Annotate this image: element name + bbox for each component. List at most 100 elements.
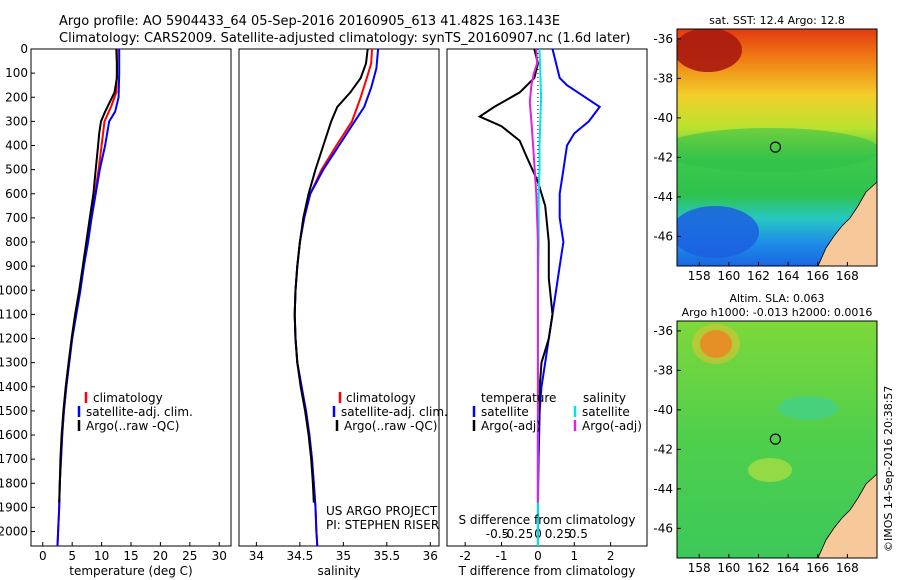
x-tick-label: 35 bbox=[336, 549, 351, 563]
s-diff-tick-label: 0.5 bbox=[569, 527, 588, 541]
legend-label-argo: Argo(..raw -QC) bbox=[344, 419, 437, 433]
lon-tick-label: 164 bbox=[777, 561, 800, 575]
series-line-salinity-argo-adj- bbox=[528, 48, 539, 503]
depth-tick-label: 1600 bbox=[0, 428, 28, 442]
series-line-climatology bbox=[293, 48, 373, 547]
x-tick-label: 10 bbox=[94, 549, 109, 563]
depth-tick-label: 1500 bbox=[0, 404, 28, 418]
lon-tick-label: 158 bbox=[688, 269, 711, 283]
series-line-argo-raw-qc- bbox=[58, 48, 118, 503]
lon-tick-label: 158 bbox=[688, 561, 711, 575]
depth-tick-label: 800 bbox=[5, 235, 28, 249]
depth-tick-label: 600 bbox=[5, 187, 28, 201]
lon-tick-label: 168 bbox=[836, 561, 859, 575]
legend-label-climatology: climatology bbox=[346, 391, 416, 405]
header-line-1: Argo profile: AO 5904433_64 05-Sep-2016 … bbox=[59, 14, 560, 29]
legend-label-satellite: satellite-adj. clim. bbox=[86, 405, 193, 419]
depth-tick-label: 700 bbox=[5, 211, 28, 225]
depth-tick-label: 400 bbox=[5, 139, 28, 153]
series-line-satellite-adj-clim- bbox=[56, 49, 121, 547]
legend-label-temperature-satellite: satellite bbox=[481, 405, 529, 419]
depth-tick-label: 1900 bbox=[0, 500, 28, 514]
difference-plot: -2 -1 0 1 2-0.5-0.25 0 0.250.5 bbox=[459, 48, 615, 563]
difference-legend: temperature satellite Argo(-adj) salinit… bbox=[472, 391, 642, 433]
temperature-plot: 0 5 10 15 20 25 30 bbox=[39, 48, 227, 563]
project-note-line-2: PI: STEPHEN RISER bbox=[326, 518, 439, 532]
s-diff-tick-label: 0.25 bbox=[545, 527, 572, 541]
sst-argo-location-marker bbox=[769, 141, 782, 153]
lon-tick-label: 162 bbox=[747, 269, 770, 283]
legend-label-argo: Argo(..raw -QC) bbox=[86, 419, 179, 433]
imos-stamp: ©IMOS 14-Sep-2016 20:38:57 bbox=[882, 386, 895, 552]
lon-tick-label: 166 bbox=[806, 269, 829, 283]
sla-land-mass bbox=[817, 473, 877, 558]
legend-label-salinity-satellite: satellite bbox=[582, 405, 630, 419]
lat-tick-label: -46 bbox=[653, 229, 673, 243]
depth-axis: 0 100 200 300 400 500 600 700 800 900 1000 1100 1200… bbox=[0, 42, 35, 539]
legend-label-temperature-argo: Argo(-adj) bbox=[481, 419, 541, 433]
lon-tick-label: 166 bbox=[806, 561, 829, 575]
sla-cyan-patch bbox=[778, 396, 838, 420]
sst-green-band bbox=[677, 128, 877, 172]
sla-yellow-patch bbox=[748, 458, 792, 482]
depth-tick-label: 2000 bbox=[0, 525, 28, 539]
x-tick-label: -2 bbox=[459, 549, 471, 563]
lat-tick-label: -38 bbox=[653, 71, 673, 85]
depth-tick-label: 1200 bbox=[0, 332, 28, 346]
depth-tick-label: 1400 bbox=[0, 380, 28, 394]
series-line-argo-raw-qc- bbox=[293, 48, 369, 503]
t-difference-axis-label: T difference from climatology bbox=[458, 564, 636, 578]
sla-map-title: Altim. SLA: 0.063 bbox=[729, 292, 824, 305]
s-difference-axis-label: S difference from climatology bbox=[459, 513, 636, 527]
series-line-temperature-satellite bbox=[536, 48, 602, 546]
lat-tick-label: -42 bbox=[653, 150, 673, 164]
sst-cool-patch bbox=[677, 206, 759, 258]
salinity-legend: climatology satellite-adj. clim. Argo(..… bbox=[332, 391, 448, 433]
lat-tick-label: -40 bbox=[653, 111, 673, 125]
x-tick-label: 5 bbox=[68, 549, 76, 563]
series-line-satellite-adj-clim- bbox=[293, 48, 380, 547]
x-tick-label: 1 bbox=[570, 549, 578, 563]
sla-high-halo bbox=[692, 324, 740, 364]
lat-tick-label: -36 bbox=[653, 324, 673, 338]
x-tick-label: 2 bbox=[607, 549, 615, 563]
legend-label-salinity-argo: Argo(-adj) bbox=[582, 419, 642, 433]
header-line-2: Climatology: CARS2009. Satellite-adjuste… bbox=[59, 31, 631, 46]
sla-map-frame bbox=[676, 320, 878, 559]
x-tick-label: -1 bbox=[496, 549, 508, 563]
depth-tick-label: 200 bbox=[5, 90, 28, 104]
lat-tick-label: -46 bbox=[653, 521, 673, 535]
salinity-plot: 34 34.5 35 35.5 36 bbox=[249, 48, 438, 563]
x-tick-label: 25 bbox=[182, 549, 197, 563]
depth-tick-label: 100 bbox=[5, 66, 28, 80]
lon-tick-label: 168 bbox=[836, 269, 859, 283]
salinity-axis-label: salinity bbox=[317, 564, 360, 578]
x-tick-label: 15 bbox=[123, 549, 138, 563]
legend-title-salinity: salinity bbox=[583, 391, 626, 405]
sst-map-axes: 158 160 162 164 166 168 -36 -38 -40 -42 -44 -46 bbox=[653, 32, 858, 283]
sla-map-axes: 158 160 162 164 166 168 -36 -38 -40 -42 -44 -46 bbox=[653, 324, 858, 575]
s-diff-tick-label: -0.5 bbox=[486, 527, 509, 541]
depth-tick-label: 1000 bbox=[0, 283, 28, 297]
lat-tick-label: -42 bbox=[653, 442, 673, 456]
depth-tick-label: 1700 bbox=[0, 452, 28, 466]
depth-tick-label: 300 bbox=[5, 114, 28, 128]
depth-tick-label: 1300 bbox=[0, 356, 28, 370]
x-tick-label: 0 bbox=[534, 549, 542, 563]
depth-tick-label: 0 bbox=[20, 42, 28, 56]
lon-tick-label: 164 bbox=[777, 269, 800, 283]
temperature-legend: climatology satellite-adj. clim. Argo(..… bbox=[77, 391, 193, 433]
legend-label-climatology: climatology bbox=[93, 391, 163, 405]
lon-tick-label: 162 bbox=[747, 561, 770, 575]
sst-map-frame bbox=[676, 28, 878, 267]
lat-tick-label: -44 bbox=[653, 482, 673, 496]
sla-map bbox=[677, 321, 877, 558]
x-tick-label: 35.5 bbox=[373, 549, 400, 563]
legend-label-satellite: satellite-adj. clim. bbox=[341, 405, 448, 419]
x-tick-label: 34 bbox=[249, 549, 264, 563]
sst-land-mass bbox=[817, 181, 877, 266]
depth-tick-label: 500 bbox=[5, 163, 28, 177]
series-line-temperature-argo-adj- bbox=[477, 48, 554, 503]
sst-warm-patch bbox=[677, 29, 742, 72]
